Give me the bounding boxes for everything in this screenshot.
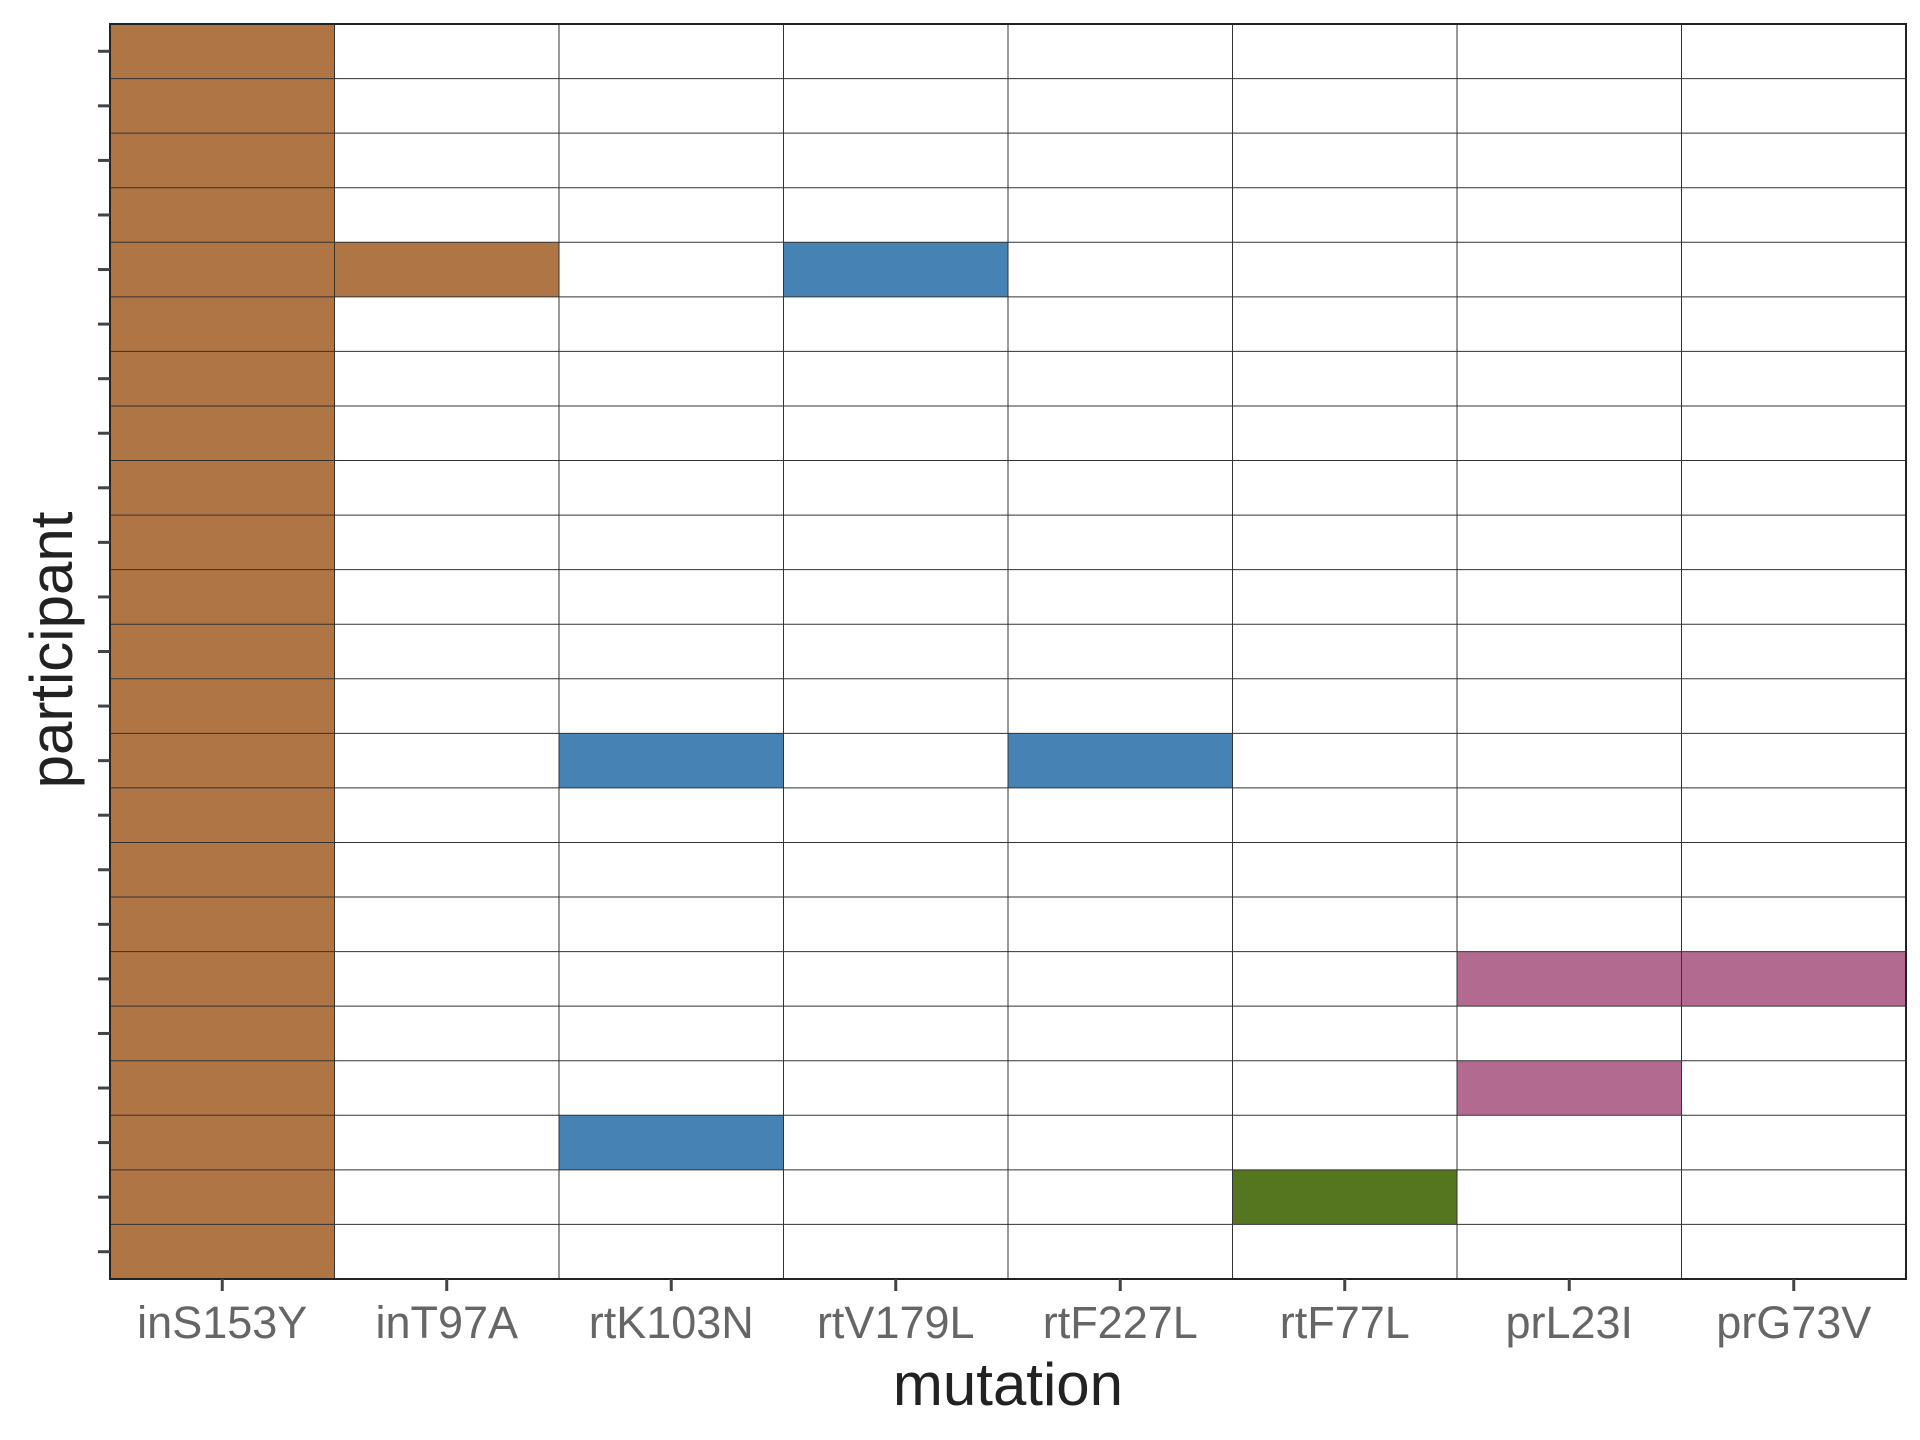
x-tick-labels: inS153Y inT97A rtK103N rtV179L rtF227L rtF77L… — [137, 1297, 1871, 1348]
x-tick-label: rtK103N — [589, 1297, 754, 1348]
heatmap-cell — [783, 242, 1008, 297]
heatmap-cell — [110, 78, 335, 134]
heatmap-cell — [110, 1060, 335, 1116]
heatmap-cell — [110, 1115, 335, 1170]
x-tick-label: rtV179L — [817, 1297, 975, 1348]
heatmap-cell — [1232, 1169, 1457, 1225]
heatmap-cell — [334, 242, 559, 297]
heatmap-cell — [559, 1115, 784, 1170]
heatmap-cell — [110, 569, 335, 625]
heatmap-cell — [110, 842, 335, 898]
x-tick-label: inS153Y — [137, 1297, 307, 1348]
heatmap-cell — [110, 1006, 335, 1061]
heatmap-cell — [110, 951, 335, 1007]
x-tick-label: inT97A — [375, 1297, 518, 1348]
heatmap-cell — [110, 787, 335, 843]
heatmap-cell — [110, 1169, 335, 1225]
heatmap-cell — [110, 133, 335, 188]
heatmap-cell — [110, 624, 335, 679]
heatmap-cell — [110, 351, 335, 406]
x-tick-label: prL23I — [1505, 1297, 1633, 1348]
heatmap-cell — [110, 515, 335, 570]
x-tick-label: rtF77L — [1280, 1297, 1410, 1348]
y-axis-ticks — [98, 49, 110, 1254]
heatmap-cell — [110, 733, 335, 788]
x-axis-ticks — [220, 1279, 1796, 1291]
x-tick-label: prG73V — [1716, 1297, 1871, 1348]
heatmap-cell — [1681, 951, 1906, 1007]
heatmap-cell — [1457, 951, 1682, 1007]
heatmap-cell — [110, 187, 335, 243]
grid-layer — [110, 24, 1906, 1279]
heatmap-cell — [1008, 733, 1233, 788]
heatmap-cell — [110, 405, 335, 461]
heatmap-cell — [110, 242, 335, 297]
heatmap-cell — [559, 733, 784, 788]
heatmap-cell — [1457, 1060, 1682, 1116]
heatmap-cell — [110, 678, 335, 734]
heatmap-cell — [110, 897, 335, 952]
heatmap-cell — [110, 1224, 335, 1279]
cell-layer — [110, 24, 1906, 1279]
x-tick-label: rtF227L — [1043, 1297, 1198, 1348]
heatmap-cell — [110, 296, 335, 352]
heatmap-cell — [110, 24, 335, 79]
y-axis-title: participant — [18, 511, 85, 788]
heatmap-cell — [110, 460, 335, 516]
x-axis-title: mutation — [893, 1351, 1123, 1418]
